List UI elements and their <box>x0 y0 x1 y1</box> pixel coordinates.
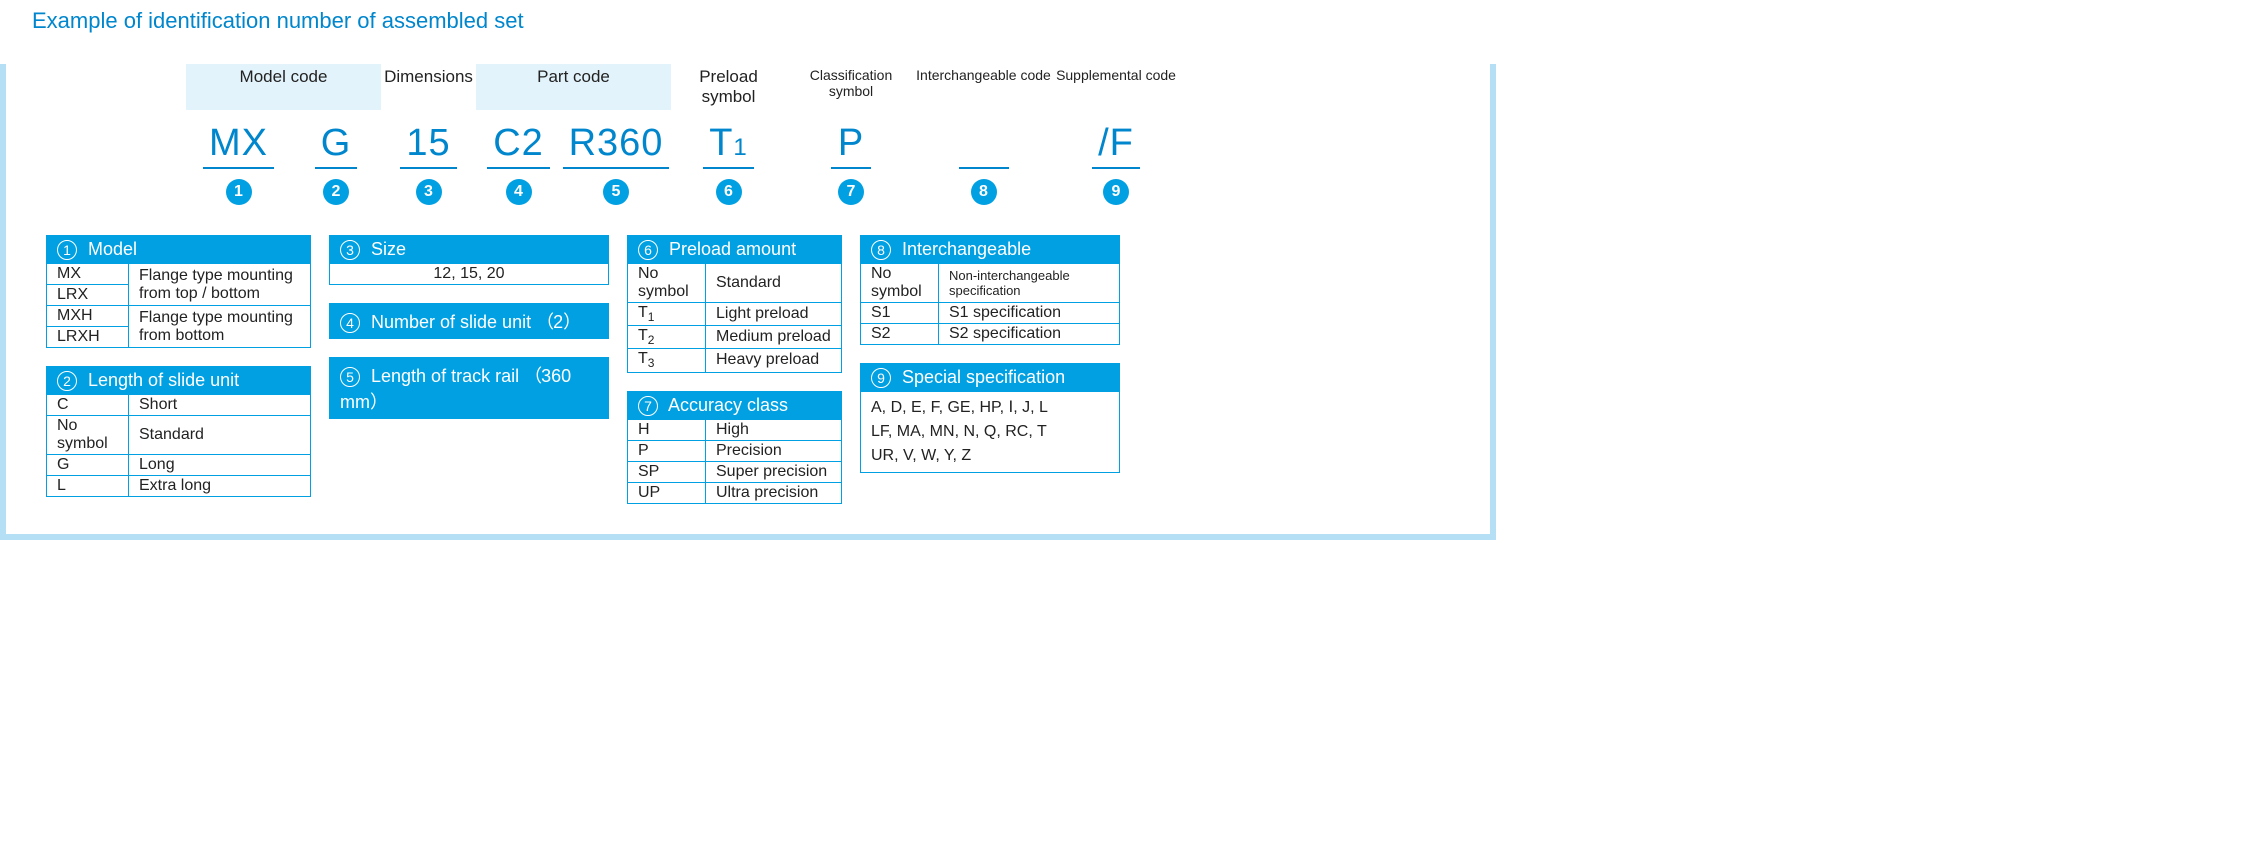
legend-key: LRXH <box>47 327 129 348</box>
section-label: Part code <box>476 64 671 110</box>
legend-key: UP <box>628 482 706 503</box>
example-value <box>959 122 1009 169</box>
legend-value: Ultra precision <box>706 482 842 503</box>
legend-table-8: 8 InterchangeableNo symbolNon-interchang… <box>860 235 1120 345</box>
example-value: P <box>831 122 871 169</box>
legend-key: L <box>47 476 129 497</box>
legend-value: Super precision <box>706 461 842 482</box>
legend-key: No symbol <box>47 416 129 455</box>
legend-value: Precision <box>706 440 842 461</box>
section-label: Interchangeable code <box>916 64 1051 110</box>
legend-value: Long <box>129 455 311 476</box>
legend-title: 7 Accuracy class <box>628 391 842 419</box>
legend-header-5: 5 Length of track rail （360 mm） <box>329 357 609 419</box>
legend-table-3: 3 Size12, 15, 20 <box>329 235 609 285</box>
page-container: Example of identification number of asse… <box>0 0 1496 540</box>
position-badge: 5 <box>603 179 629 205</box>
example-segment-4: C24 <box>476 122 561 205</box>
legend-value: S1 specification <box>939 303 1120 324</box>
example-segment-2: G2 <box>291 122 381 205</box>
legend-value: Flange type mountingfrom bottom <box>129 306 311 348</box>
legend-key: S2 <box>861 324 939 345</box>
legend-col-2: 3 Size12, 15, 20 4 Number of slide unit （… <box>329 235 609 504</box>
legend-value: Short <box>129 395 311 416</box>
legend-key: H <box>628 419 706 440</box>
legend-key: T2 <box>628 326 706 349</box>
example-value: 15 <box>400 122 456 169</box>
legend-value: Medium preload <box>706 326 842 349</box>
legend-cell: 12, 15, 20 <box>330 264 609 285</box>
legend-key: T3 <box>628 349 706 372</box>
section-label: Preload symbol <box>671 64 786 110</box>
legend-key: No symbol <box>861 264 939 303</box>
legend-table-2: 2 Length of slide unitCShortNo symbolSta… <box>46 366 311 497</box>
example-row: MX1G2153C24R3605T16P7 8/F9 <box>186 122 1450 205</box>
legend-title: 3 Size <box>330 236 609 264</box>
position-badge: 7 <box>838 179 864 205</box>
example-value: G <box>315 122 358 169</box>
legend-table-7: 7 Accuracy classHHighPPrecisionSPSuper p… <box>627 391 842 504</box>
legend-area: 1 ModelMXFlange type mountingfrom top / … <box>46 235 1450 504</box>
example-segment-8: 8 <box>916 122 1051 205</box>
example-segment-6: T16 <box>671 122 786 205</box>
example-segment-7: P7 <box>786 122 916 205</box>
legend-value: Standard <box>129 416 311 455</box>
example-value: T1 <box>703 122 754 169</box>
legend-value: High <box>706 419 842 440</box>
legend-table-6: 6 Preload amountNo symbolStandardT1Light… <box>627 235 842 373</box>
legend-title: 9 Special specification <box>861 364 1120 392</box>
legend-header-4: 4 Number of slide unit （2） <box>329 303 609 339</box>
legend-key: S1 <box>861 303 939 324</box>
legend-table-1: 1 ModelMXFlange type mountingfrom top / … <box>46 235 311 348</box>
legend-key: C <box>47 395 129 416</box>
legend-value: S2 specification <box>939 324 1120 345</box>
legend-title: 2 Length of slide unit <box>47 367 311 395</box>
legend-value: Standard <box>706 264 842 303</box>
section-label: Model code <box>186 64 381 110</box>
legend-value: Heavy preload <box>706 349 842 372</box>
section-label: Supplemental code <box>1051 64 1181 110</box>
content-frame: Model codeDimensionsPart codePreload sym… <box>0 64 1496 540</box>
example-segment-1: MX 1 <box>186 122 291 205</box>
page-title: Example of identification number of asse… <box>0 0 1496 42</box>
legend-value: Flange type mountingfrom top / bottom <box>129 264 311 306</box>
section-label: Dimensions <box>381 64 476 110</box>
legend-title: 6 Preload amount <box>628 236 842 264</box>
section-label: Classification symbol <box>786 64 916 110</box>
example-value: MX <box>203 122 274 169</box>
legend-value: Non-interchangeable specification <box>939 264 1120 303</box>
legend-col-1: 1 ModelMXFlange type mountingfrom top / … <box>46 235 311 504</box>
legend-key: P <box>628 440 706 461</box>
legend-key: MXH <box>47 306 129 327</box>
example-segment-9: /F 9 <box>1051 122 1181 205</box>
legend-table-9: 9 Special specificationA, D, E, F, GE, H… <box>860 363 1120 473</box>
legend-key: MX <box>47 264 129 285</box>
position-badge: 2 <box>323 179 349 205</box>
example-segment-5: R360 5 <box>561 122 671 205</box>
legend-col-4: 8 InterchangeableNo symbolNon-interchang… <box>860 235 1120 504</box>
legend-key: No symbol <box>628 264 706 303</box>
legend-key: LRX <box>47 285 129 306</box>
example-value: R360 <box>563 122 670 169</box>
legend-value: Light preload <box>706 303 842 326</box>
example-value: C2 <box>487 122 550 169</box>
legend-key: T1 <box>628 303 706 326</box>
legend-cell: A, D, E, F, GE, HP, Ⅰ, J, L LF, MA, MN, … <box>861 392 1120 473</box>
position-badge: 6 <box>716 179 742 205</box>
legend-title: 8 Interchangeable <box>861 236 1120 264</box>
legend-value: Extra long <box>129 476 311 497</box>
legend-col-3: 6 Preload amountNo symbolStandardT1Light… <box>627 235 842 504</box>
position-badge: 3 <box>416 179 442 205</box>
position-badge: 4 <box>506 179 532 205</box>
section-labels-row: Model codeDimensionsPart codePreload sym… <box>186 64 1450 110</box>
example-value: /F <box>1092 122 1140 169</box>
position-badge: 1 <box>226 179 252 205</box>
legend-key: SP <box>628 461 706 482</box>
position-badge: 9 <box>1103 179 1129 205</box>
position-badge: 8 <box>971 179 997 205</box>
example-segment-3: 153 <box>381 122 476 205</box>
legend-key: G <box>47 455 129 476</box>
legend-title: 1 Model <box>47 236 311 264</box>
